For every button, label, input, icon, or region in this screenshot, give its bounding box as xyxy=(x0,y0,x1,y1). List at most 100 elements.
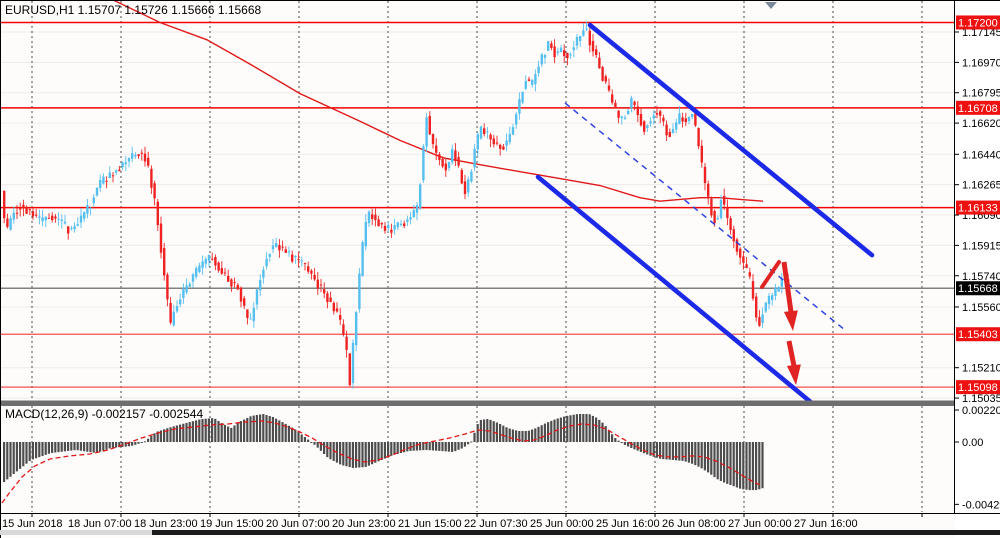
macd-bar xyxy=(550,420,553,442)
macd-bar xyxy=(643,442,646,454)
candle-body xyxy=(761,314,764,324)
candle-body xyxy=(345,336,348,350)
candlesticks xyxy=(3,21,790,389)
candle-body xyxy=(623,117,627,119)
candle-body xyxy=(15,212,19,214)
candle-body xyxy=(550,43,553,48)
trend-channel xyxy=(535,22,875,406)
macd-bar xyxy=(569,415,572,442)
macd-bar xyxy=(399,442,402,454)
channel-upper-line xyxy=(587,22,875,258)
macd-bar xyxy=(172,426,175,442)
macd-bar xyxy=(15,442,18,472)
candle-body xyxy=(403,223,406,227)
candle-body xyxy=(518,99,521,114)
time-label: 27 Jun 16:00 xyxy=(794,518,858,530)
macd-bar xyxy=(457,442,460,450)
candle-body xyxy=(102,176,105,184)
macd-bar xyxy=(111,442,114,448)
candle-body xyxy=(166,274,169,300)
macd-bar xyxy=(454,442,457,452)
candle-body xyxy=(217,262,220,271)
macd-bar xyxy=(531,429,534,442)
candle-body xyxy=(175,305,179,312)
macd-bar xyxy=(729,442,732,486)
macd-bar xyxy=(25,442,28,464)
macd-bar xyxy=(67,442,70,451)
horizontal-gridlines xyxy=(0,31,954,399)
macd-bar xyxy=(700,442,703,469)
macd-bar xyxy=(182,423,185,442)
candle-body xyxy=(748,272,751,277)
candle-body xyxy=(163,247,166,276)
macd-bar xyxy=(601,422,604,442)
macd-bar xyxy=(406,442,409,452)
candle-body xyxy=(662,117,665,122)
macd-bar xyxy=(268,416,271,442)
macd-bar xyxy=(588,414,591,442)
candle-body xyxy=(323,289,326,294)
macd-bar xyxy=(79,442,82,451)
macd-bar xyxy=(108,442,111,449)
macd-bar xyxy=(505,427,508,442)
macd-bar xyxy=(345,442,348,467)
candle-body xyxy=(534,73,537,85)
macd-bar xyxy=(495,422,498,442)
macd-bar xyxy=(502,425,505,442)
macd-bar xyxy=(246,417,249,442)
macd-bar xyxy=(86,442,89,452)
macd-bar xyxy=(582,413,585,442)
candle-body xyxy=(780,278,783,287)
macd-bar xyxy=(102,442,105,451)
macd-bar xyxy=(236,423,239,442)
candle-body xyxy=(710,198,713,216)
price-level-tag xyxy=(956,327,1000,342)
macd-bar xyxy=(47,442,50,454)
macd-bar xyxy=(294,429,297,442)
candle-body xyxy=(371,214,374,219)
macd-scale-label: 0.00 xyxy=(962,437,983,449)
macd-bar xyxy=(620,442,623,444)
macd-signal-line xyxy=(1,420,764,504)
candle-body xyxy=(227,275,230,282)
macd-bar xyxy=(703,442,706,471)
candle-body xyxy=(230,279,233,287)
macd-bar xyxy=(393,442,396,455)
candle-body xyxy=(150,168,153,188)
candle-body xyxy=(207,254,211,261)
annotation-stroke xyxy=(760,260,781,289)
time-label: 20 Jun 23:00 xyxy=(332,518,396,530)
candle-body xyxy=(422,146,425,181)
macd-bar xyxy=(159,430,162,442)
macd-bar xyxy=(483,419,486,442)
candle-body xyxy=(739,248,742,258)
macd-bar xyxy=(3,442,6,483)
candle-body xyxy=(671,129,675,134)
macd-bar xyxy=(646,442,649,455)
candle-body xyxy=(156,201,159,226)
macd-bar xyxy=(444,442,447,452)
candle-body xyxy=(73,226,76,230)
candle-body xyxy=(297,259,300,261)
candle-body xyxy=(374,214,377,220)
macd-bar xyxy=(6,442,9,480)
macd-bar xyxy=(604,426,607,442)
candle-body xyxy=(636,106,639,115)
macd-bar xyxy=(566,415,569,442)
macd-bar xyxy=(275,418,278,442)
macd-bar xyxy=(684,442,687,462)
time-label: 26 Jun 08:00 xyxy=(662,518,726,530)
macd-bar xyxy=(12,442,15,475)
candle-body xyxy=(543,54,547,58)
macd-bar xyxy=(390,442,393,456)
macd-bar xyxy=(396,442,399,454)
candle-body xyxy=(3,190,6,219)
macd-bar xyxy=(409,442,412,451)
forecast-arrows xyxy=(760,260,801,385)
macd-bar xyxy=(99,442,102,452)
candle-body xyxy=(457,157,460,166)
candle-body xyxy=(54,216,57,219)
candle-body xyxy=(745,264,748,269)
candle-body xyxy=(140,152,143,154)
